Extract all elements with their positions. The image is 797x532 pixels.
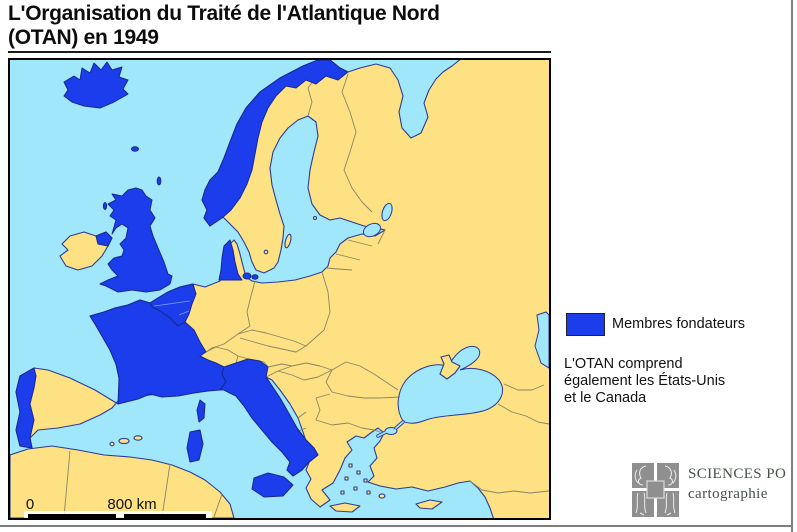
map-title-line1: L'Organisation du Traité de l'Atlantique… bbox=[8, 2, 440, 25]
island-bornholm bbox=[263, 249, 269, 255]
faroe-islands bbox=[131, 146, 139, 152]
scale-bar: 0 800 km bbox=[24, 496, 212, 522]
country-borders bbox=[205, 73, 550, 494]
crimea-peninsula bbox=[439, 354, 461, 380]
legend-founders-swatch bbox=[566, 313, 605, 336]
benelux-internal-borders bbox=[153, 300, 191, 316]
island-cyprus bbox=[415, 499, 443, 510]
country-norway bbox=[201, 59, 349, 227]
bosporus-strait-water bbox=[377, 421, 404, 437]
island-rhodes bbox=[378, 493, 386, 499]
danish-islands bbox=[242, 272, 252, 280]
hebrides-islands bbox=[102, 202, 108, 210]
danish-islands bbox=[251, 274, 259, 280]
scale-distance-label: 800 km bbox=[107, 496, 156, 513]
region-northern-ireland bbox=[95, 231, 113, 247]
mediterranean-islands bbox=[109, 435, 443, 513]
region-north-africa bbox=[9, 445, 235, 519]
africa-borders bbox=[63, 450, 223, 518]
island-crete bbox=[329, 502, 361, 513]
page-edge-right bbox=[791, 0, 793, 532]
island-gotland bbox=[284, 233, 292, 249]
country-iceland bbox=[63, 61, 129, 109]
shetland-islands bbox=[156, 176, 162, 186]
sea-of-marmara bbox=[384, 427, 398, 435]
country-france bbox=[89, 299, 227, 405]
scale-zero-label: 0 bbox=[26, 496, 34, 513]
caspian-sea bbox=[534, 311, 550, 369]
island-sardinia bbox=[186, 429, 204, 463]
island-sicily bbox=[251, 472, 294, 498]
baltic-islands bbox=[263, 215, 318, 255]
sciences-po-logo bbox=[631, 461, 681, 519]
sciences-po-logo-icon bbox=[632, 463, 679, 517]
country-italy bbox=[219, 358, 319, 477]
europe-map: 0 800 km bbox=[8, 57, 552, 522]
country-united-kingdom bbox=[99, 187, 173, 293]
map-title-line2: (OTAN) en 1949 bbox=[8, 26, 159, 49]
legend-note: L'OTAN comprend également les États-Unis… bbox=[564, 356, 726, 406]
country-portugal bbox=[15, 367, 37, 449]
title-separator bbox=[8, 51, 551, 53]
logo-sciences-po-text: SCIENCES PO bbox=[688, 466, 787, 482]
page-edge-bottom bbox=[0, 525, 793, 527]
map-title: L'Organisation du Traité de l'Atlantique… bbox=[8, 2, 568, 50]
black-sea bbox=[397, 345, 503, 424]
legend-founders-label: Membres fondateurs bbox=[612, 316, 745, 332]
logo-cartographie-text: cartographie bbox=[688, 486, 768, 502]
island-corsica bbox=[196, 399, 206, 423]
lake-ladoga bbox=[362, 222, 382, 238]
europe-map-svg: 0 800 km bbox=[9, 57, 552, 522]
lake-onega bbox=[381, 202, 393, 222]
country-denmark bbox=[218, 239, 243, 281]
